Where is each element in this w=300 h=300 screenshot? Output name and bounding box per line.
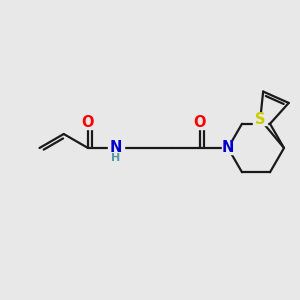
Bar	[82, 117, 94, 129]
Bar	[194, 117, 206, 129]
Bar	[108, 141, 124, 155]
Bar	[111, 153, 121, 163]
Bar	[253, 113, 267, 125]
Bar	[222, 142, 234, 154]
Text: H: H	[111, 153, 121, 163]
Text: N: N	[222, 140, 234, 155]
Text: S: S	[255, 112, 266, 127]
Text: N: N	[110, 140, 122, 155]
Text: O: O	[194, 115, 206, 130]
Text: O: O	[82, 115, 94, 130]
